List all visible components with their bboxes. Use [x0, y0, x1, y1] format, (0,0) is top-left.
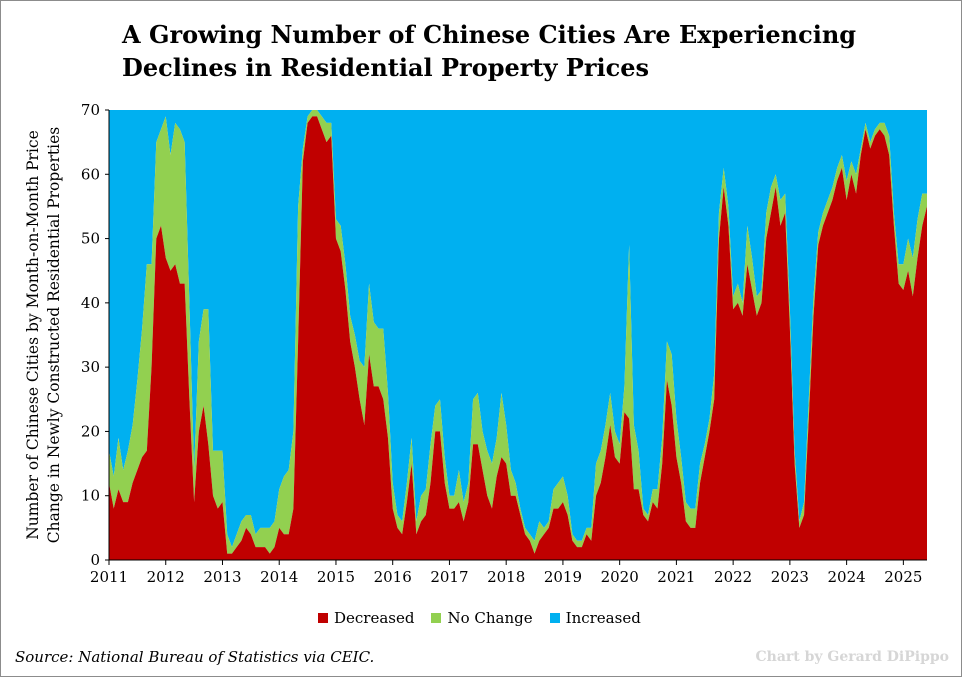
x-tick-label: 2018 [487, 568, 525, 586]
x-tick-label: 2020 [601, 568, 639, 586]
y-axis-label-line-2: Change in Newly Constructed Residential … [45, 127, 63, 543]
legend-label-decreased: Decreased [334, 609, 415, 627]
y-tick-label: 30 [81, 358, 100, 376]
legend-swatch-decreased [318, 613, 328, 623]
legend-swatch-increased [549, 613, 560, 623]
chart-title: A Growing Number of Chinese Cities Are E… [122, 18, 902, 84]
x-tick-label: 2022 [714, 568, 752, 586]
x-tick-label: 2025 [884, 568, 922, 586]
chart-credit: Chart by Gerard DiPippo [755, 649, 949, 665]
x-tick-label: 2011 [90, 568, 128, 586]
legend-label-no-change: No Change [447, 609, 533, 627]
y-tick-label: 70 [81, 101, 100, 119]
x-tick-label: 2014 [260, 568, 298, 586]
x-tick-label: 2012 [147, 568, 185, 586]
x-tick-label: 2023 [771, 568, 809, 586]
area-decreased [109, 116, 927, 561]
source-note: Source: National Bureau of Statistics vi… [15, 648, 375, 666]
axes: 0 10 20 30 40 50 60 70 2011 2012 2013 2014 2015 2016 2… [81, 101, 927, 586]
legend-item-no-change: No Change [431, 609, 533, 627]
x-tick-label: 2024 [828, 568, 866, 586]
y-axis-label-line-1: Number of Chinese Cities by Month-on-Mon… [24, 130, 42, 540]
y-tick-label: 20 [81, 422, 100, 440]
legend-swatch-no-change [431, 613, 442, 623]
chart-title-line-2: Declines in Residential Property Prices [122, 53, 649, 82]
plot-area [109, 110, 927, 561]
x-tick-label: 2019 [544, 568, 582, 586]
y-tick-label: 10 [81, 487, 100, 505]
y-tick-label: 60 [81, 165, 100, 183]
legend-item-decreased: Decreased [318, 609, 414, 627]
x-tick-label: 2013 [203, 568, 241, 586]
x-tick-label: 2016 [374, 568, 412, 586]
chart-title-line-1: A Growing Number of Chinese Cities Are E… [122, 20, 857, 49]
legend: Decreased No Change Increased [318, 608, 658, 628]
legend-label-increased: Increased [565, 609, 641, 627]
area-increased [109, 110, 927, 548]
y-tick-label: 50 [81, 230, 100, 248]
x-tick-label: 2015 [317, 568, 355, 586]
x-tick-label: 2021 [657, 568, 695, 586]
legend-item-increased: Increased [549, 609, 641, 627]
y-tick-label: 0 [90, 551, 100, 569]
x-tick-label: 2017 [430, 568, 468, 586]
y-tick-label: 40 [81, 294, 100, 312]
